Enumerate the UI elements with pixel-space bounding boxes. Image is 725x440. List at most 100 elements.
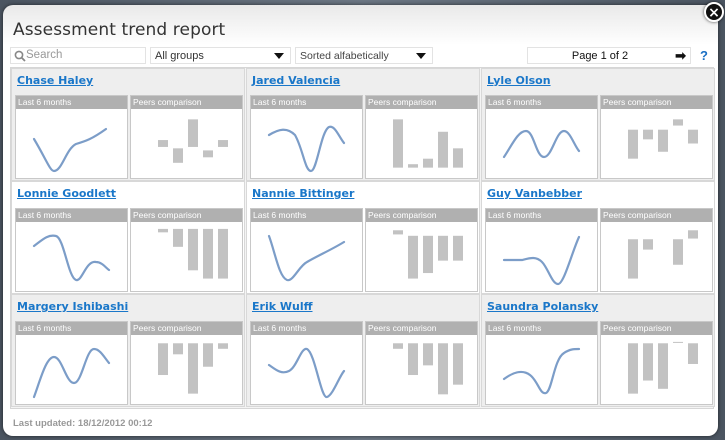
trend-line-plot <box>267 125 346 173</box>
peer-bar <box>453 235 463 261</box>
trend-chart-title: Last 6 months <box>16 209 127 222</box>
peers-chart: Peers comparison <box>600 95 713 179</box>
trend-chart: Last 6 months <box>15 208 128 292</box>
peers-chart-title: Peers comparison <box>366 96 477 109</box>
trend-chart: Last 6 months <box>485 208 598 292</box>
peers-bar-plot <box>628 341 698 394</box>
peers-chart-title: Peers comparison <box>366 209 477 222</box>
person-name-link[interactable]: Jared Valencia <box>252 74 341 87</box>
peer-bar <box>188 228 198 271</box>
last-updated: Last updated: 18/12/2012 00:12 <box>13 418 153 429</box>
peer-bar <box>188 119 198 147</box>
peer-bar <box>438 131 448 168</box>
peer-bar <box>643 343 653 381</box>
sort-select-value: Sorted alfabetically <box>300 50 389 62</box>
peer-bar <box>438 343 448 395</box>
sort-select[interactable]: Sorted alfabetically <box>295 47 433 64</box>
trend-chart: Last 6 months <box>15 95 128 179</box>
trend-chart-title: Last 6 months <box>486 209 597 222</box>
person-name-link[interactable]: Lyle Olson <box>487 74 551 87</box>
peers-chart: Peers comparison <box>130 95 243 179</box>
peers-bar-plot <box>393 119 463 168</box>
peers-chart: Peers comparison <box>600 208 713 292</box>
peers-bar-plot <box>393 343 463 395</box>
peer-bar <box>158 228 168 233</box>
person-card: Saundra Polansky Last 6 months Peers compa… <box>481 294 715 407</box>
trend-line-plot <box>267 347 346 399</box>
peer-bar <box>393 343 403 349</box>
trend-chart: Last 6 months <box>15 321 128 405</box>
peer-bar <box>688 129 698 144</box>
trend-chart: Last 6 months <box>485 321 598 405</box>
person-name-link[interactable]: Lonnie Goodlett <box>17 187 117 200</box>
peers-bar-plot <box>628 230 698 279</box>
peer-bar <box>203 150 213 158</box>
trend-chart-title: Last 6 months <box>486 96 597 109</box>
peer-bar <box>158 343 168 376</box>
pager: Page 1 of 2 ➡ <box>527 47 691 64</box>
peers-chart-title: Peers comparison <box>131 96 242 109</box>
peers-chart-title: Peers comparison <box>601 209 712 222</box>
trend-chart-title: Last 6 months <box>16 96 127 109</box>
peer-bar <box>408 235 418 279</box>
trend-chart-title: Last 6 months <box>486 322 597 335</box>
report-dialog: Assessment trend report Search All group… <box>3 5 718 436</box>
peer-bar <box>628 129 638 159</box>
peer-bar <box>423 235 433 274</box>
peer-bar <box>673 239 683 265</box>
person-card: Lonnie Goodlett Last 6 months Peers compar… <box>11 181 245 294</box>
peer-bar <box>173 148 183 163</box>
person-name-link[interactable]: Guy Vanbebber <box>487 187 582 200</box>
peer-bar <box>628 343 638 394</box>
peer-bar <box>203 343 213 367</box>
peer-bar <box>188 343 198 394</box>
trend-line-plot <box>32 347 111 399</box>
peer-bar <box>173 343 183 355</box>
person-name-link[interactable]: Chase Haley <box>17 74 94 87</box>
peer-bar <box>453 148 463 168</box>
peers-chart: Peers comparison <box>365 95 478 179</box>
peer-bar <box>453 343 463 385</box>
trend-line-plot <box>502 129 581 159</box>
peer-bar <box>408 164 418 168</box>
chevron-down-icon <box>416 53 426 59</box>
peer-bar <box>673 341 683 343</box>
person-card: Jared Valencia Last 6 months Peers compari… <box>246 68 480 181</box>
peer-bar <box>658 129 668 152</box>
person-card: Nannie Bittinger Last 6 months Peers compa… <box>246 181 480 294</box>
peer-bar <box>393 119 403 168</box>
peer-bar <box>218 228 228 279</box>
person-card: Guy Vanbebber Last 6 months Peers comparis… <box>481 181 715 294</box>
search-input[interactable]: Search <box>10 47 146 64</box>
person-card: Lyle Olson Last 6 months Peers comparison <box>481 68 715 181</box>
trend-chart-title: Last 6 months <box>251 322 362 335</box>
peers-bar-plot <box>393 230 463 279</box>
peer-bar <box>218 343 228 349</box>
person-name-link[interactable]: Nannie Bittinger <box>252 187 355 200</box>
peers-bar-plot <box>628 119 698 159</box>
person-name-link[interactable]: Margery Ishibashi <box>17 300 129 313</box>
person-name-link[interactable]: Saundra Polansky <box>487 300 599 313</box>
peer-bar <box>438 235 448 261</box>
trend-line-plot <box>32 234 111 282</box>
chevron-down-icon <box>274 53 284 59</box>
help-button[interactable]: ? <box>700 48 708 63</box>
trend-chart: Last 6 months <box>485 95 598 179</box>
peers-chart: Peers comparison <box>600 321 713 405</box>
group-select-value: All groups <box>155 50 204 62</box>
peers-bar-plot <box>158 228 228 279</box>
arrow-right-icon[interactable]: ➡ <box>675 48 686 63</box>
person-name-link[interactable]: Erik Wulff <box>252 300 313 313</box>
group-select[interactable]: All groups <box>150 47 291 64</box>
peers-chart-title: Peers comparison <box>601 96 712 109</box>
peer-bar <box>173 228 183 247</box>
people-grid: Chase Haley Last 6 months Peers comparison… <box>10 67 715 409</box>
peer-bar <box>658 343 668 389</box>
peer-bar <box>423 343 433 366</box>
peers-chart-title: Peers comparison <box>366 322 477 335</box>
close-icon[interactable]: × <box>704 2 724 22</box>
peer-bar <box>688 230 698 239</box>
peer-bar <box>158 140 168 147</box>
peers-chart-title: Peers comparison <box>601 322 712 335</box>
trend-chart: Last 6 months <box>250 95 363 179</box>
